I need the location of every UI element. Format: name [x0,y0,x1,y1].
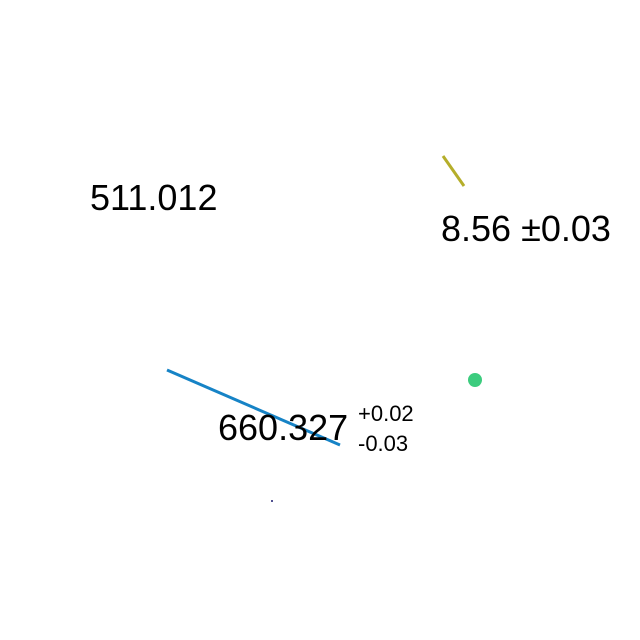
olive-segment [441,155,466,187]
value-b-label: 8.56 ±0.03 [441,208,611,249]
value-c-label: 660.327 [218,407,349,448]
green-dot [468,373,482,387]
value-c-lower-tolerance: -0.03 [358,431,409,456]
value-a-label: 511.012 [90,177,218,218]
blue-segment [166,368,341,447]
navy-dot [271,500,273,502]
value-c-upper-tolerance: +0.02 [358,401,414,426]
